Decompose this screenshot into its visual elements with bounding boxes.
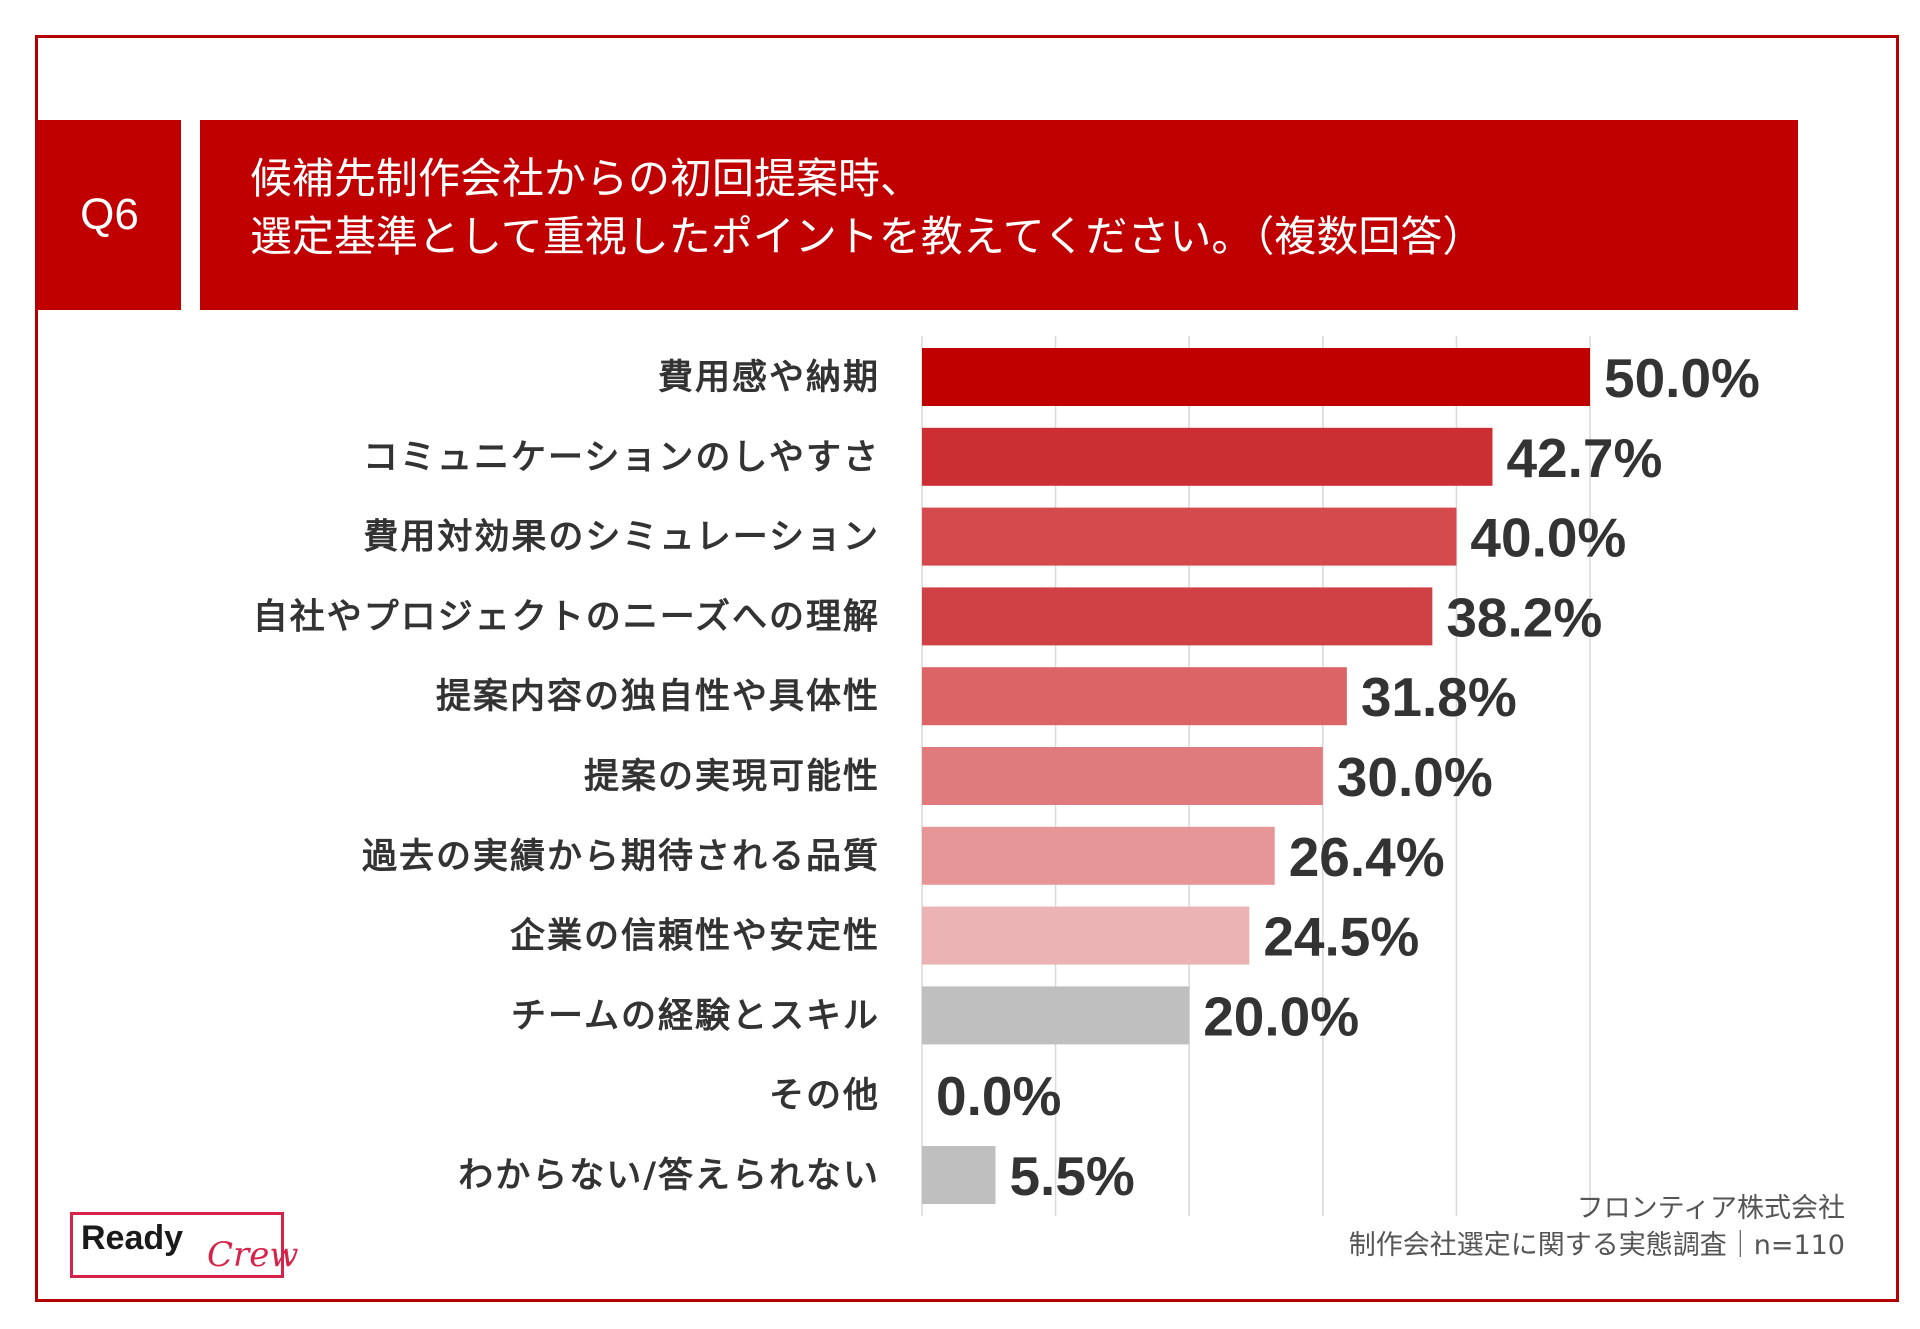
category-label: 過去の実績から期待される品質 [362,837,880,877]
source-footer: フロンティア株式会社 制作会社選定に関する実態調査｜n=110 [1349,1190,1845,1264]
category-label: 費用感や納期 [658,358,880,398]
category-label: 企業の信頼性や安定性 [510,916,880,957]
question-number-badge: Q6 [38,120,181,310]
question-title-line-2: 選定基準として重視したポイントを教えてください。（複数回答） [250,212,1485,261]
category-label: 自社やプロジェクトのニーズへの理解 [253,596,880,637]
value-label: 30.0% [1337,746,1493,808]
footer-survey: 制作会社選定に関する実態調査｜n=110 [1348,1230,1845,1261]
value-label: 26.4% [1289,826,1445,888]
bar [922,427,1493,486]
bar [922,667,1347,726]
value-label: 0.0% [936,1065,1061,1127]
bar [922,348,1590,406]
bar [922,507,1457,566]
logo-word-ready: Ready [81,1219,184,1257]
category-label: 提案の実現可能性 [584,757,880,797]
value-label: 40.0% [1470,507,1626,569]
category-label: コミュニケーションのしやすさ [363,438,880,478]
readycrew-logo: Ready Crew [70,1212,299,1278]
value-label: 24.5% [1263,906,1419,968]
chart-bars: 費用感や納期 50.0% コミュニケーションのしやすさ 42.7% 費用対効果のシミュレ… [253,347,1760,1207]
outer-frame: Q6 候補先制作会社からの初回提案時、 選定基準として重視したポイントを教えてく… [35,35,1899,1302]
value-label: 20.0% [1203,985,1359,1047]
value-label: 50.0% [1604,347,1760,409]
question-title-line-1: 候補先制作会社からの初回提案時、 [250,154,923,203]
category-label: その他 [769,1076,880,1116]
bar [922,906,1250,965]
bar [922,587,1433,646]
bar [922,747,1323,805]
value-label: 42.7% [1506,427,1662,489]
category-label: 提案内容の独自性や具体性 [436,677,880,717]
category-label: 費用対効果のシミュレーション [363,518,880,558]
value-label: 5.5% [1009,1145,1134,1207]
footer-company: フロンティア株式会社 [1576,1193,1845,1224]
bar [922,986,1190,1045]
value-label: 38.2% [1446,586,1602,648]
category-label: チームの経験とスキル [511,996,880,1036]
bar [922,826,1275,885]
category-label: わからない/答えられない [458,1156,880,1196]
value-label: 31.8% [1361,666,1517,728]
logo-word-crew: Crew [207,1235,299,1275]
bar [922,1146,996,1204]
question-title-box: 候補先制作会社からの初回提案時、 選定基準として重視したポイントを教えてください… [200,120,1798,310]
